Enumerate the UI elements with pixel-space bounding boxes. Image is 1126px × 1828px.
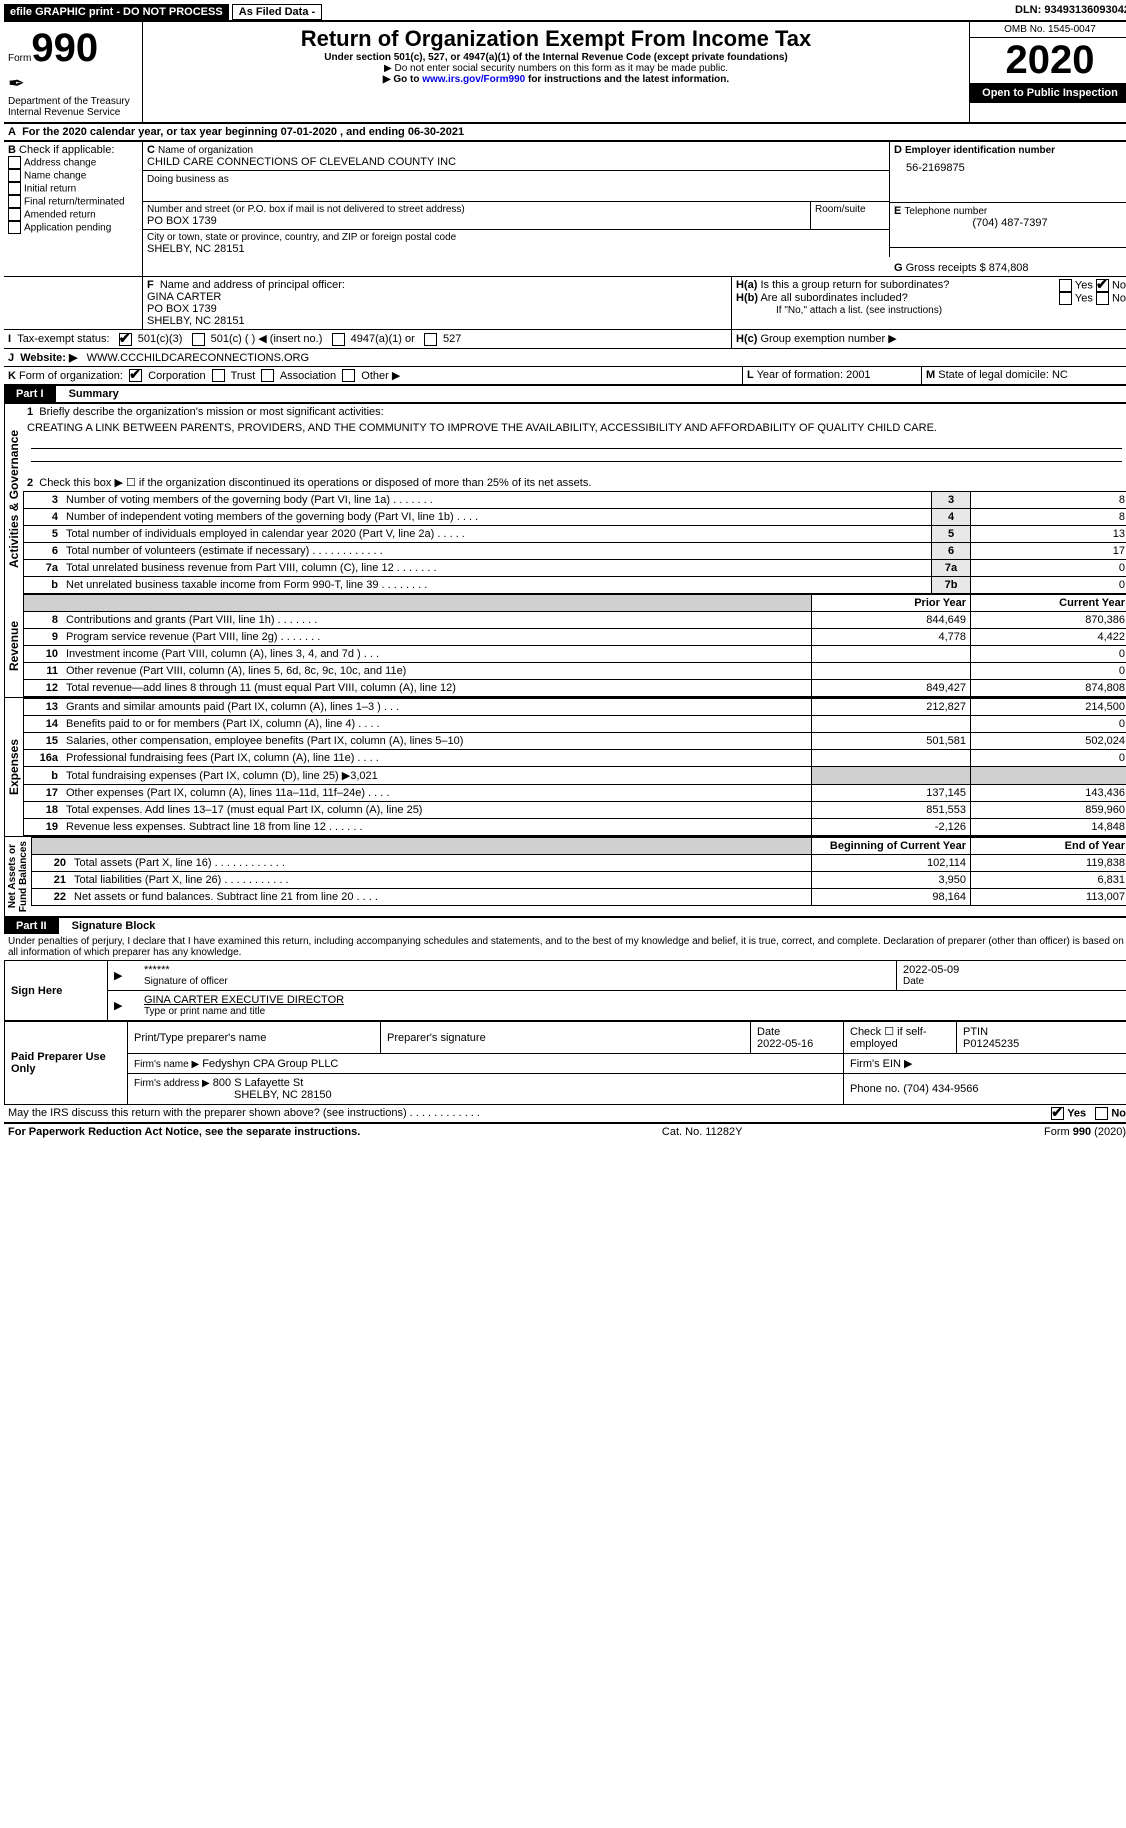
sign-here-label: Sign Here	[5, 961, 108, 1021]
box-b: B Check if applicable: Address changeNam…	[4, 142, 143, 276]
discuss-row: May the IRS discuss this return with the…	[4, 1105, 1126, 1124]
vlabel-exp: Expenses	[4, 698, 23, 836]
box-deg: D Employer identification number 56-2169…	[890, 142, 1126, 276]
trust-checkbox[interactable]	[212, 369, 225, 382]
b-checkbox[interactable]	[8, 195, 21, 208]
4947-checkbox[interactable]	[332, 333, 345, 346]
principal-officer: GINA CARTERPO BOX 1739SHELBY, NC 28151	[147, 291, 727, 327]
na-table: Beginning of Current YearEnd of Year20To…	[31, 837, 1126, 906]
box-h: H(a) Is this a group return for subordin…	[732, 277, 1126, 329]
ag-table: 3Number of voting members of the governi…	[23, 491, 1126, 594]
page-footer: For Paperwork Reduction Act Notice, see …	[4, 1124, 1126, 1140]
form-subtitle1: Under section 501(c), 527, or 4947(a)(1)…	[147, 52, 965, 63]
527-checkbox[interactable]	[424, 333, 437, 346]
gross-receipts: 874,808	[989, 262, 1029, 274]
self-employed-check: Check ☐ if self-employed	[844, 1022, 957, 1054]
firm-phone: (704) 434-9566	[903, 1083, 978, 1095]
as-filed-label: As Filed Data -	[232, 4, 322, 20]
omb-number: OMB No. 1545-0047	[970, 22, 1126, 38]
tax-year: 2020	[970, 38, 1126, 83]
hb-yes-checkbox[interactable]	[1059, 292, 1072, 305]
org-name: CHILD CARE CONNECTIONS OF CLEVELAND COUN…	[147, 156, 885, 168]
line-i: I Tax-exempt status: 501(c)(3) 501(c) ( …	[4, 330, 732, 348]
ein: 56-2169875	[894, 156, 1126, 180]
b-checkbox[interactable]	[8, 169, 21, 182]
assoc-checkbox[interactable]	[261, 369, 274, 382]
501c-checkbox[interactable]	[192, 333, 205, 346]
prep-date: 2022-05-16	[757, 1038, 813, 1050]
form-title: Return of Organization Exempt From Incom…	[147, 26, 965, 52]
efile-top-bar: efile GRAPHIC print - DO NOT PROCESS As …	[4, 4, 1126, 22]
phone: (704) 487-7397	[894, 217, 1126, 229]
line-l: L Year of formation: 2001	[743, 367, 922, 385]
website: WWW.CCCHILDCARECONNECTIONS.ORG	[87, 352, 309, 364]
ptin: P01245235	[963, 1038, 1019, 1050]
line-m: M State of legal domicile: NC	[922, 367, 1126, 385]
entity-block: B Check if applicable: Address changeNam…	[4, 142, 1126, 277]
form-prefix: Form	[8, 53, 31, 64]
b-checkbox[interactable]	[8, 182, 21, 195]
open-to-public: Open to Public Inspection	[970, 83, 1126, 103]
ha-yes-checkbox[interactable]	[1059, 279, 1072, 292]
b-checkbox[interactable]	[8, 221, 21, 234]
line-j: J Website: ▶ WWW.CCCHILDCARECONNECTIONS.…	[4, 349, 1126, 367]
room-suite: Room/suite	[811, 202, 890, 229]
city-zip: SHELBY, NC 28151	[147, 243, 885, 255]
form-header: Form990 ✒ Department of the Treasury Int…	[4, 22, 1126, 124]
vlabel-rev: Revenue	[4, 594, 23, 697]
box-c: C Name of organization CHILD CARE CONNEC…	[143, 142, 890, 276]
firm-ein: Firm's EIN ▶	[844, 1054, 1126, 1074]
sign-date: 2022-05-09	[903, 964, 1123, 976]
street: PO BOX 1739	[147, 215, 806, 227]
script-icon: ✒	[8, 71, 138, 96]
dept-label: Department of the Treasury Internal Reve…	[8, 96, 138, 118]
irs-link[interactable]: www.irs.gov/Form990	[422, 74, 525, 85]
form-number: 990	[31, 26, 98, 70]
part-ii-header: Part II Signature Block	[4, 918, 1126, 934]
declaration: Under penalties of perjury, I declare th…	[4, 934, 1126, 960]
discuss-yes-checkbox[interactable]	[1051, 1107, 1064, 1120]
501c3-checkbox[interactable]	[119, 333, 132, 346]
fh-block: F Name and address of principal officer:…	[4, 277, 1126, 330]
part-i: Activities & Governance 1 Briefly descri…	[4, 404, 1126, 594]
discuss-no-checkbox[interactable]	[1095, 1107, 1108, 1120]
b-checkbox[interactable]	[8, 208, 21, 221]
hb-no-checkbox[interactable]	[1096, 292, 1109, 305]
rev-table: Prior YearCurrent Year8Contributions and…	[23, 594, 1126, 697]
vlabel-na: Net Assets or Fund Balances	[4, 837, 31, 916]
mission-text: CREATING A LINK BETWEEN PARENTS, PROVIDE…	[23, 420, 1126, 436]
line-a: A For the 2020 calendar year, or tax yea…	[4, 124, 1126, 142]
ha-no-checkbox[interactable]	[1096, 279, 1109, 292]
officer-name: GINA CARTER EXECUTIVE DIRECTOR	[144, 994, 1123, 1006]
paid-preparer-label: Paid Preparer Use Only	[5, 1022, 128, 1105]
efile-label: efile GRAPHIC print - DO NOT PROCESS	[4, 4, 229, 20]
b-checkbox[interactable]	[8, 156, 21, 169]
dln: DLN: 93493136093042	[1015, 4, 1126, 20]
firm-addr: 800 S Lafayette St	[213, 1077, 304, 1089]
part-i-header: Part I Summary	[4, 386, 1126, 404]
form-subtitle3: ▶ Go to www.irs.gov/Form990 for instruct…	[147, 74, 965, 85]
vlabel-ag: Activities & Governance	[4, 404, 23, 594]
corp-checkbox[interactable]	[129, 369, 142, 382]
line-k: K Form of organization: Corporation Trus…	[4, 367, 743, 385]
firm-name: Fedyshyn CPA Group PLLC	[202, 1058, 338, 1070]
paid-preparer-block: Paid Preparer Use Only Print/Type prepar…	[4, 1021, 1126, 1105]
form-subtitle2: ▶ Do not enter social security numbers o…	[147, 63, 965, 74]
sign-here-block: Sign Here ▶ ****** Signature of officer …	[4, 960, 1126, 1021]
exp-table: 13Grants and similar amounts paid (Part …	[23, 698, 1126, 836]
other-checkbox[interactable]	[342, 369, 355, 382]
